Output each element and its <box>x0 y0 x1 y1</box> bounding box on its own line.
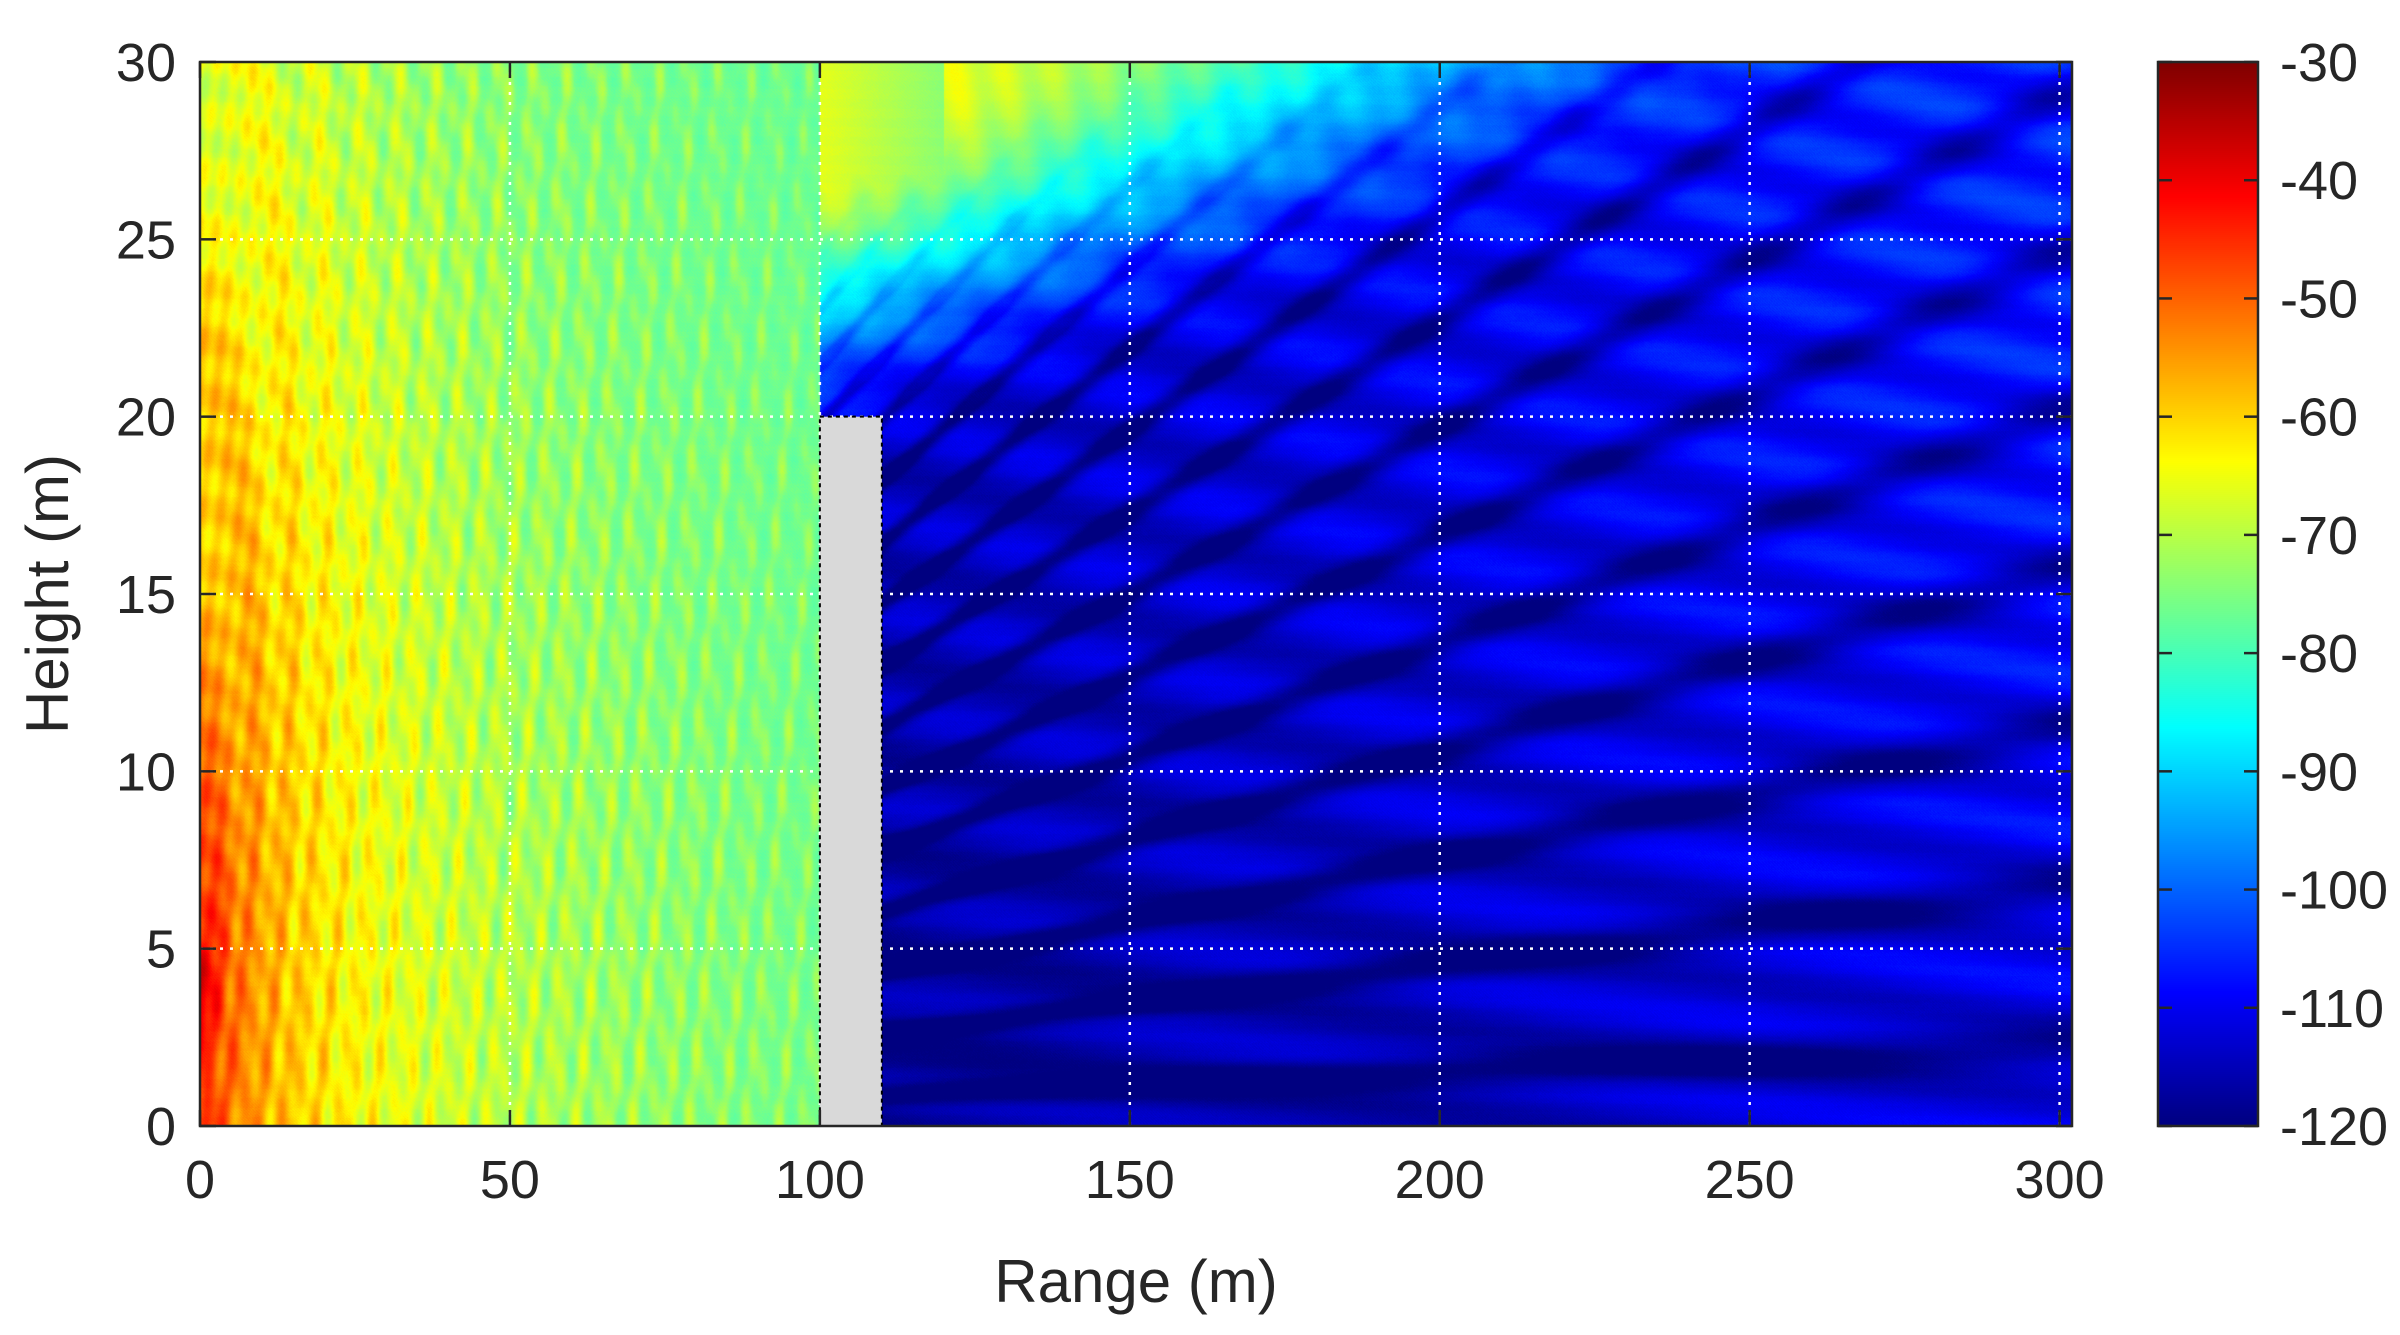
y-tick-label: 15 <box>116 565 176 625</box>
y-tick-label: 20 <box>116 388 176 448</box>
colorbar-tick-label: -120 <box>2280 1097 2388 1157</box>
y-tick-label: 30 <box>116 33 176 93</box>
x-tick-label: 100 <box>775 1150 865 1210</box>
colorbar-tick-label: -100 <box>2280 861 2388 921</box>
x-tick-label: 300 <box>2015 1150 2105 1210</box>
x-tick-label: 0 <box>185 1150 215 1210</box>
colorbar-tick-label: -90 <box>2280 742 2358 802</box>
x-tick-label: 150 <box>1085 1150 1175 1210</box>
y-axis-ticks: 0 5 10 15 20 25 30 <box>116 33 2072 1157</box>
x-tick-label: 250 <box>1705 1150 1795 1210</box>
colorbar-ticks: -30 -40 -50 -60 -70 -80 -90 -100 -110 -120 <box>2158 33 2388 1157</box>
y-axis-label: Height (m) <box>14 454 81 734</box>
colorbar-frame <box>2156 60 2260 1128</box>
y-tick-label: 5 <box>146 920 176 980</box>
colorbar-tick-label: -40 <box>2280 151 2358 211</box>
colorbar-tick-label: -30 <box>2280 33 2358 93</box>
x-axis-ticks: 0 50 100 150 200 250 300 <box>185 62 2105 1210</box>
y-tick-label: 10 <box>116 742 176 802</box>
obstacle <box>818 415 883 1127</box>
colorbar-tick-label: -70 <box>2280 506 2358 566</box>
colorbar-tick-label: -60 <box>2280 388 2358 448</box>
x-axis-label: Range (m) <box>994 1248 1277 1315</box>
x-tick-label: 200 <box>1395 1150 1485 1210</box>
obstacle-block <box>818 415 883 1127</box>
y-tick-label: 25 <box>116 210 176 270</box>
colorbar-gradient <box>2158 62 2258 1126</box>
x-tick-label: 50 <box>480 1150 540 1210</box>
colorbar-tick-label: -50 <box>2280 269 2358 329</box>
grid-lines <box>200 62 2072 1126</box>
colorbar-tick-label: -80 <box>2280 624 2358 684</box>
y-tick-label: 0 <box>146 1097 176 1157</box>
colorbar-tick-label: -110 <box>2280 979 2384 1039</box>
